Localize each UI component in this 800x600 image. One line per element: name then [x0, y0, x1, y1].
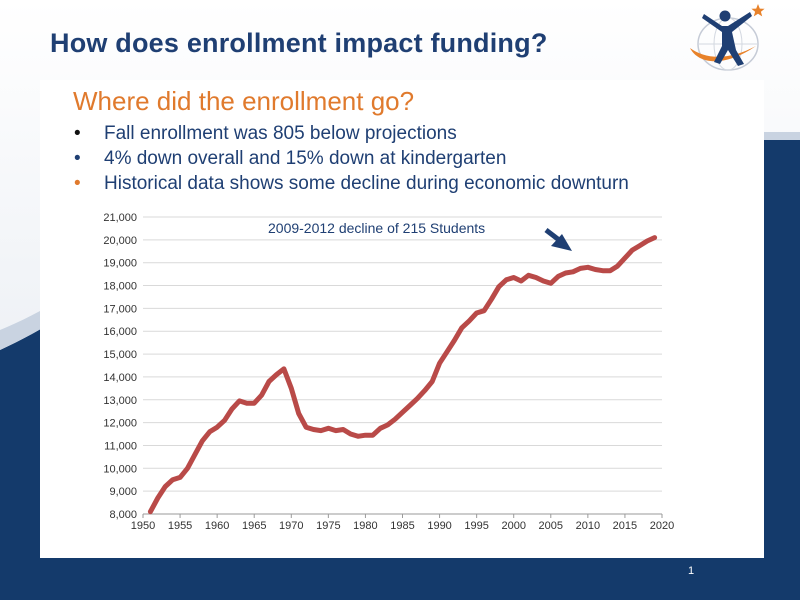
bullet-text: Fall enrollment was 805 below projection…: [104, 123, 457, 144]
x-tick-label: 1985: [390, 520, 414, 532]
y-tick-label: 16,000: [103, 326, 137, 338]
x-tick-label: 2010: [576, 520, 600, 532]
x-tick-label: 1965: [242, 520, 266, 532]
bullet-list: • Fall enrollment was 805 below projecti…: [68, 121, 629, 196]
enrollment-line-chart: 8,000 9,000 10,000 11,000 12,000 13,000 14,000…: [103, 212, 674, 532]
x-tick-label: 1990: [427, 520, 451, 532]
y-tick-label: 12,000: [103, 418, 137, 430]
bullet-dot-icon: •: [74, 173, 81, 194]
x-tick-label: 1955: [168, 520, 192, 532]
y-tick-label: 8,000: [109, 509, 137, 521]
content-panel: Where did the enrollment go? • Fall enro…: [40, 80, 764, 558]
chart-series: [147, 235, 658, 515]
y-tick-label: 15,000: [103, 349, 137, 361]
x-tick-label: 1975: [316, 520, 340, 532]
bullet-text: Historical data shows some decline durin…: [104, 173, 629, 194]
y-tick-label: 18,000: [103, 281, 137, 293]
bullet-dot-icon: •: [74, 123, 81, 144]
x-tick-label: 1970: [279, 520, 303, 532]
star-icon: [751, 4, 765, 17]
x-tick-label: 2020: [650, 520, 674, 532]
y-tick-label: 13,000: [103, 395, 137, 407]
logo: [690, 4, 765, 71]
slide-title: How does enrollment impact funding?: [50, 28, 548, 58]
x-tick-label: 2015: [613, 520, 637, 532]
bullet-item: • Fall enrollment was 805 below projecti…: [68, 121, 629, 146]
y-tick-label: 20,000: [103, 235, 137, 247]
y-tick-label: 17,000: [103, 303, 137, 315]
y-tick-label: 9,000: [109, 486, 137, 498]
bullet-text: 4% down overall and 15% down at kinderga…: [104, 148, 507, 169]
y-tick-label: 21,000: [103, 212, 137, 224]
y-tick-label: 14,000: [103, 372, 137, 384]
x-tick-label: 2000: [501, 520, 525, 532]
x-tick-label: 1960: [205, 520, 229, 532]
y-tick-label: 11,000: [104, 440, 137, 452]
y-tick-label: 10,000: [103, 463, 137, 475]
x-tick-label: 1995: [464, 520, 488, 532]
chart-annotation: 2009-2012 decline of 215 Students: [268, 220, 485, 236]
chart-axes: 8,000 9,000 10,000 11,000 12,000 13,000 14,000…: [103, 212, 674, 532]
x-tick-label: 2005: [539, 520, 563, 532]
y-tick-label: 19,000: [103, 258, 137, 270]
logo-figure: [702, 12, 752, 66]
bullet-item: • 4% down overall and 15% down at kinder…: [68, 146, 629, 171]
x-tick-label: 1950: [131, 520, 155, 532]
bullet-dot-icon: •: [74, 148, 81, 169]
enrollment-series-line: [147, 235, 658, 515]
bullet-item: • Historical data shows some decline dur…: [68, 171, 629, 196]
chart-grid: [143, 216, 662, 515]
page-number: 1: [688, 565, 695, 577]
section-heading: Where did the enrollment go?: [73, 86, 415, 116]
annotation-arrow-icon: [544, 228, 572, 251]
logo-orange-swoosh: [690, 46, 756, 62]
x-tick-label: 1980: [353, 520, 377, 532]
logo-head: [719, 10, 731, 22]
